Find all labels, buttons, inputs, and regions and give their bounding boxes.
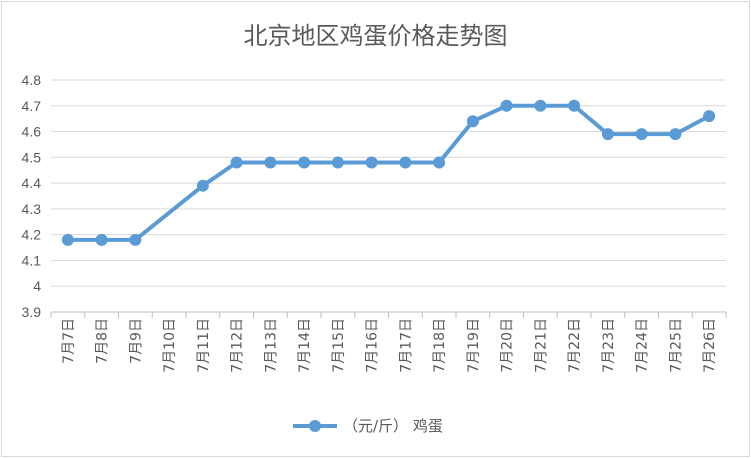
data-point — [61, 233, 74, 246]
x-axis: 7月7日 7月8日 7月9日 7月10日 7月11日 7月12日 7月13日 7月14日 7月1… — [50, 311, 727, 373]
y-tick-label: 4 — [33, 278, 41, 294]
gridlines — [51, 79, 726, 313]
series-line — [67, 103, 711, 242]
data-point — [500, 99, 513, 112]
y-tick-label: 4.8 — [22, 72, 42, 88]
chart-title: 北京地区鸡蛋价格走势图 — [243, 22, 508, 50]
data-point — [601, 128, 614, 141]
x-tick-label: 7月17日 — [398, 318, 414, 373]
x-tick-label: 7月9日 — [128, 318, 144, 364]
legend: （元/斤） 鸡蛋 — [293, 417, 443, 435]
x-tick-label: 7月15日 — [331, 318, 347, 373]
data-point — [635, 128, 648, 141]
data-point — [129, 233, 142, 246]
data-point — [466, 115, 479, 128]
legend-label: （元/斤） 鸡蛋 — [343, 417, 443, 435]
x-tick-label: 7月10日 — [162, 318, 178, 373]
series-layer — [61, 99, 716, 246]
x-tick-label: 7月16日 — [365, 318, 381, 373]
x-tick-label: 7月12日 — [230, 318, 246, 373]
x-tick-label: 7月25日 — [668, 318, 684, 373]
x-tick-label: 7月23日 — [601, 318, 617, 373]
y-tick-label: 4.7 — [22, 98, 42, 114]
data-point — [669, 128, 682, 141]
y-tick-label: 4.1 — [22, 252, 42, 268]
data-point — [95, 233, 108, 246]
data-point — [230, 156, 243, 169]
data-point — [568, 99, 581, 112]
data-point — [365, 156, 378, 169]
x-tick-label: 7月8日 — [95, 318, 111, 364]
x-tick-label: 7月26日 — [702, 318, 718, 373]
legend-marker — [309, 420, 321, 432]
x-tick-label: 7月24日 — [635, 318, 651, 373]
y-axis-ticks: 3.9 4 4.1 4.2 4.3 4.4 4.5 4.6 4.7 4.8 — [22, 72, 42, 320]
x-tick-label: 7月11日 — [196, 318, 212, 373]
x-tick-label: 7月18日 — [432, 318, 448, 373]
y-tick-label: 4.6 — [22, 124, 42, 140]
y-tick-label: 3.9 — [22, 304, 42, 320]
data-point — [264, 156, 277, 169]
data-point — [196, 179, 209, 192]
y-tick-label: 4.4 — [22, 175, 42, 191]
data-point — [399, 156, 412, 169]
data-point — [534, 99, 547, 112]
x-tick-label: 7月21日 — [533, 318, 549, 373]
x-tick-label: 7月20日 — [500, 318, 516, 373]
x-tick-label: 7月13日 — [263, 318, 279, 373]
x-tick-label: 7月19日 — [466, 318, 482, 373]
x-tick-label: 7月7日 — [61, 318, 77, 364]
data-point — [703, 110, 716, 123]
y-tick-label: 4.2 — [22, 227, 42, 243]
data-point — [298, 156, 311, 169]
x-tick-label: 7月22日 — [567, 318, 583, 373]
data-point — [433, 156, 446, 169]
y-tick-label: 4.5 — [22, 149, 42, 165]
data-point — [331, 156, 344, 169]
y-tick-label: 4.3 — [22, 201, 42, 217]
x-tick-label: 7月14日 — [297, 318, 313, 373]
